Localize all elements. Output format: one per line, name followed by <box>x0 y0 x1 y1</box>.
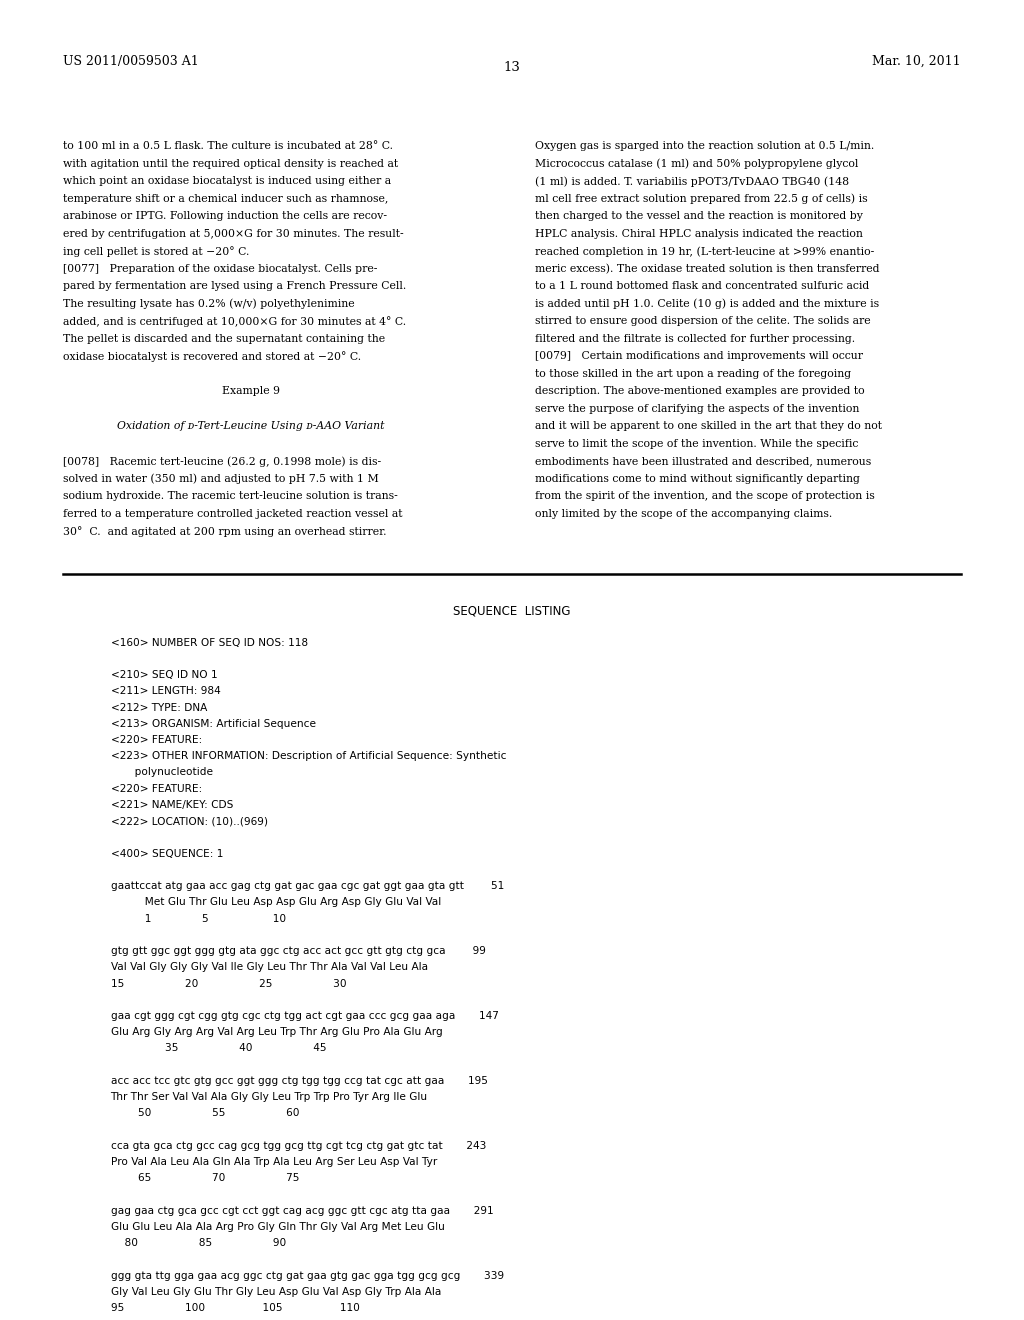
Text: (1 ml) is added. T. variabilis pPOT3/TvDAAO TBG40 (148: (1 ml) is added. T. variabilis pPOT3/TvD… <box>535 177 849 187</box>
Text: Glu Arg Gly Arg Arg Val Arg Leu Trp Thr Arg Glu Pro Ala Glu Arg: Glu Arg Gly Arg Arg Val Arg Leu Trp Thr … <box>111 1027 442 1038</box>
Text: description. The above-mentioned examples are provided to: description. The above-mentioned example… <box>535 385 864 396</box>
Text: gaa cgt ggg cgt cgg gtg cgc ctg tgg act cgt gaa ccc gcg gaa aga       147: gaa cgt ggg cgt cgg gtg cgc ctg tgg act … <box>111 1011 499 1020</box>
Text: and it will be apparent to one skilled in the art that they do not: and it will be apparent to one skilled i… <box>535 421 882 432</box>
Text: ing cell pellet is stored at −20° C.: ing cell pellet is stored at −20° C. <box>63 246 250 257</box>
Text: Example 9: Example 9 <box>222 385 280 396</box>
Text: gag gaa ctg gca gcc cgt cct ggt cag acg ggc gtt cgc atg tta gaa       291: gag gaa ctg gca gcc cgt cct ggt cag acg … <box>111 1206 494 1216</box>
Text: 15                  20                  25                  30: 15 20 25 30 <box>111 978 346 989</box>
Text: to those skilled in the art upon a reading of the foregoing: to those skilled in the art upon a readi… <box>535 368 851 379</box>
Text: Met Glu Thr Glu Leu Asp Asp Glu Arg Asp Gly Glu Val Val: Met Glu Thr Glu Leu Asp Asp Glu Arg Asp … <box>111 898 441 907</box>
Text: Oxidation of ᴅ-Tert-Leucine Using ᴅ-AAO Variant: Oxidation of ᴅ-Tert-Leucine Using ᴅ-AAO … <box>117 421 385 432</box>
Text: <223> OTHER INFORMATION: Description of Artificial Sequence: Synthetic: <223> OTHER INFORMATION: Description of … <box>111 751 506 762</box>
Text: sodium hydroxide. The racemic tert-leucine solution is trans-: sodium hydroxide. The racemic tert-leuci… <box>63 491 398 502</box>
Text: Val Val Gly Gly Gly Val Ile Gly Leu Thr Thr Ala Val Val Leu Ala: Val Val Gly Gly Gly Val Ile Gly Leu Thr … <box>111 962 428 973</box>
Text: then charged to the vessel and the reaction is monitored by: then charged to the vessel and the react… <box>535 211 862 222</box>
Text: 95                  100                 105                 110: 95 100 105 110 <box>111 1303 359 1313</box>
Text: SEQUENCE  LISTING: SEQUENCE LISTING <box>454 605 570 618</box>
Text: serve to limit the scope of the invention. While the specific: serve to limit the scope of the inventio… <box>535 438 858 449</box>
Text: from the spirit of the invention, and the scope of protection is: from the spirit of the invention, and th… <box>535 491 874 502</box>
Text: meric excess). The oxidase treated solution is then transferred: meric excess). The oxidase treated solut… <box>535 264 879 275</box>
Text: embodiments have been illustrated and described, numerous: embodiments have been illustrated and de… <box>535 455 870 466</box>
Text: 50                  55                  60: 50 55 60 <box>111 1109 299 1118</box>
Text: oxidase biocatalyst is recovered and stored at −20° C.: oxidase biocatalyst is recovered and sto… <box>63 351 361 362</box>
Text: <160> NUMBER OF SEQ ID NOS: 118: <160> NUMBER OF SEQ ID NOS: 118 <box>111 638 308 648</box>
Text: Pro Val Ala Leu Ala Gln Ala Trp Ala Leu Arg Ser Leu Asp Val Tyr: Pro Val Ala Leu Ala Gln Ala Trp Ala Leu … <box>111 1158 437 1167</box>
Text: modifications come to mind without significantly departing: modifications come to mind without signi… <box>535 474 859 483</box>
Text: 1               5                   10: 1 5 10 <box>111 913 286 924</box>
Text: 35                  40                  45: 35 40 45 <box>111 1043 326 1053</box>
Text: <220> FEATURE:: <220> FEATURE: <box>111 735 202 744</box>
Text: ml cell free extract solution prepared from 22.5 g of cells) is: ml cell free extract solution prepared f… <box>535 194 867 205</box>
Text: filtered and the filtrate is collected for further processing.: filtered and the filtrate is collected f… <box>535 334 855 343</box>
Text: ered by centrifugation at 5,000×G for 30 minutes. The result-: ered by centrifugation at 5,000×G for 30… <box>63 228 404 239</box>
Text: Micrococcus catalase (1 ml) and 50% polypropylene glycol: Micrococcus catalase (1 ml) and 50% poly… <box>535 158 858 169</box>
Text: serve the purpose of clarifying the aspects of the invention: serve the purpose of clarifying the aspe… <box>535 404 859 413</box>
Text: only limited by the scope of the accompanying claims.: only limited by the scope of the accompa… <box>535 508 831 519</box>
Text: polynucleotide: polynucleotide <box>111 767 213 777</box>
Text: Oxygen gas is sparged into the reaction solution at 0.5 L/min.: Oxygen gas is sparged into the reaction … <box>535 141 873 152</box>
Text: gaattccat atg gaa acc gag ctg gat gac gaa cgc gat ggt gaa gta gtt        51: gaattccat atg gaa acc gag ctg gat gac ga… <box>111 882 504 891</box>
Text: to 100 ml in a 0.5 L flask. The culture is incubated at 28° C.: to 100 ml in a 0.5 L flask. The culture … <box>63 141 393 152</box>
Text: HPLC analysis. Chiral HPLC analysis indicated the reaction: HPLC analysis. Chiral HPLC analysis indi… <box>535 228 862 239</box>
Text: 13: 13 <box>504 61 520 74</box>
Text: US 2011/0059503 A1: US 2011/0059503 A1 <box>63 55 200 69</box>
Text: <211> LENGTH: 984: <211> LENGTH: 984 <box>111 686 220 696</box>
Text: Thr Thr Ser Val Val Ala Gly Gly Leu Trp Trp Pro Tyr Arg Ile Glu: Thr Thr Ser Val Val Ala Gly Gly Leu Trp … <box>111 1092 428 1102</box>
Text: solved in water (350 ml) and adjusted to pH 7.5 with 1 M: solved in water (350 ml) and adjusted to… <box>63 474 379 484</box>
Text: <212> TYPE: DNA: <212> TYPE: DNA <box>111 702 207 713</box>
Text: <400> SEQUENCE: 1: <400> SEQUENCE: 1 <box>111 849 223 858</box>
Text: gtg gtt ggc ggt ggg gtg ata ggc ctg acc act gcc gtt gtg ctg gca        99: gtg gtt ggc ggt ggg gtg ata ggc ctg acc … <box>111 946 485 956</box>
Text: acc acc tcc gtc gtg gcc ggt ggg ctg tgg tgg ccg tat cgc att gaa       195: acc acc tcc gtc gtg gcc ggt ggg ctg tgg … <box>111 1076 487 1086</box>
Text: arabinose or IPTG. Following induction the cells are recov-: arabinose or IPTG. Following induction t… <box>63 211 387 222</box>
Text: <213> ORGANISM: Artificial Sequence: <213> ORGANISM: Artificial Sequence <box>111 718 315 729</box>
Text: 65                  70                  75: 65 70 75 <box>111 1173 299 1183</box>
Text: Gly Val Leu Gly Glu Thr Gly Leu Asp Glu Val Asp Gly Trp Ala Ala: Gly Val Leu Gly Glu Thr Gly Leu Asp Glu … <box>111 1287 441 1298</box>
Text: stirred to ensure good dispersion of the celite. The solids are: stirred to ensure good dispersion of the… <box>535 315 870 326</box>
Text: The pellet is discarded and the supernatant containing the: The pellet is discarded and the supernat… <box>63 334 386 343</box>
Text: <221> NAME/KEY: CDS: <221> NAME/KEY: CDS <box>111 800 233 810</box>
Text: <210> SEQ ID NO 1: <210> SEQ ID NO 1 <box>111 671 217 680</box>
Text: cca gta gca ctg gcc cag gcg tgg gcg ttg cgt tcg ctg gat gtc tat       243: cca gta gca ctg gcc cag gcg tgg gcg ttg … <box>111 1140 486 1151</box>
Text: which point an oxidase biocatalyst is induced using either a: which point an oxidase biocatalyst is in… <box>63 177 391 186</box>
Text: Mar. 10, 2011: Mar. 10, 2011 <box>871 55 961 69</box>
Text: [0079]   Certain modifications and improvements will occur: [0079] Certain modifications and improve… <box>535 351 862 362</box>
Text: 30°  C.  and agitated at 200 rpm using an overhead stirrer.: 30° C. and agitated at 200 rpm using an … <box>63 525 387 537</box>
Text: reached completion in 19 hr, (L-tert-leucine at >99% enantio-: reached completion in 19 hr, (L-tert-leu… <box>535 246 873 257</box>
Text: to a 1 L round bottomed flask and concentrated sulfuric acid: to a 1 L round bottomed flask and concen… <box>535 281 868 292</box>
Text: <222> LOCATION: (10)..(969): <222> LOCATION: (10)..(969) <box>111 816 267 826</box>
Text: ferred to a temperature controlled jacketed reaction vessel at: ferred to a temperature controlled jacke… <box>63 508 403 519</box>
Text: ggg gta ttg gga gaa acg ggc ctg gat gaa gtg gac gga tgg gcg gcg       339: ggg gta ttg gga gaa acg ggc ctg gat gaa … <box>111 1271 504 1280</box>
Text: [0077]   Preparation of the oxidase biocatalyst. Cells pre-: [0077] Preparation of the oxidase biocat… <box>63 264 378 273</box>
Text: Glu Glu Leu Ala Ala Arg Pro Gly Gln Thr Gly Val Arg Met Leu Glu: Glu Glu Leu Ala Ala Arg Pro Gly Gln Thr … <box>111 1222 444 1232</box>
Text: The resulting lysate has 0.2% (w/v) polyethylenimine: The resulting lysate has 0.2% (w/v) poly… <box>63 298 355 309</box>
Text: added, and is centrifuged at 10,000×G for 30 minutes at 4° C.: added, and is centrifuged at 10,000×G fo… <box>63 315 407 327</box>
Text: 80                  85                  90: 80 85 90 <box>111 1238 286 1249</box>
Text: is added until pH 1.0. Celite (10 g) is added and the mixture is: is added until pH 1.0. Celite (10 g) is … <box>535 298 879 309</box>
Text: [0078]   Racemic tert-leucine (26.2 g, 0.1998 mole) is dis-: [0078] Racemic tert-leucine (26.2 g, 0.1… <box>63 455 382 467</box>
Text: temperature shift or a chemical inducer such as rhamnose,: temperature shift or a chemical inducer … <box>63 194 389 203</box>
Text: pared by fermentation are lysed using a French Pressure Cell.: pared by fermentation are lysed using a … <box>63 281 407 292</box>
Text: with agitation until the required optical density is reached at: with agitation until the required optica… <box>63 158 398 169</box>
Text: <220> FEATURE:: <220> FEATURE: <box>111 784 202 793</box>
